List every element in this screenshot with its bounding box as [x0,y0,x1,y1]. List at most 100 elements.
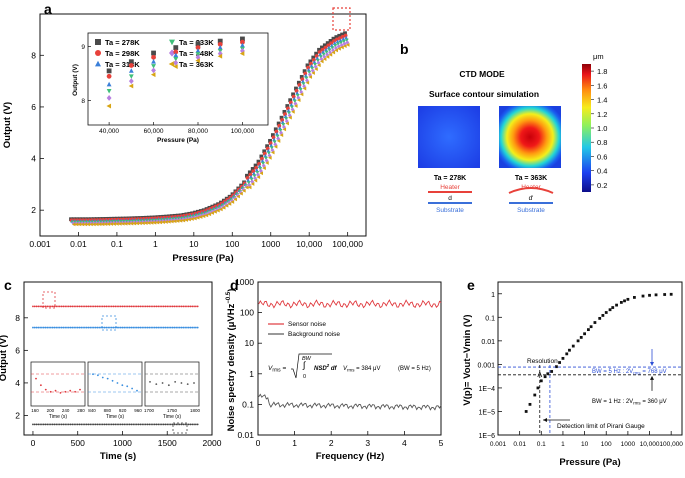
e-ytick-label: 0.1 [485,315,495,322]
c-point [39,326,42,329]
eq-result-value: = 384 μV [355,366,381,372]
vrms-equation: Vrms = BW ∫ 0 NSD2 df Vrms = 384 μV (BW … [268,353,431,380]
eq-vrms: V [268,365,273,372]
inset-point [151,64,156,69]
c-point [46,305,49,308]
d-ytick-label: 1000 [235,277,254,287]
a-point [120,221,125,226]
c-point [49,423,52,426]
a-point [295,91,300,95]
zoom-box-blue [101,315,117,331]
a-point [324,47,328,52]
svg-text:BW = 1 Hz : 2Vrms = 360 μV: BW = 1 Hz : 2Vrms = 360 μV [592,399,667,406]
a-point [167,219,171,224]
a-point [219,207,223,212]
c-point [73,326,76,329]
c-point [32,326,34,329]
c-point [112,326,115,329]
c-point [116,305,119,308]
a-point [83,221,87,226]
a-point [339,41,343,45]
c-xtick-label: 1000 [113,438,132,448]
e-point [611,306,615,309]
c-inset-point [44,388,47,391]
c-inset-point [74,390,77,393]
svg-text:BW = 5 Hz : 2Vrms = 768 μV: BW = 5 Hz : 2Vrms = 768 μV [592,369,667,376]
a-point [314,54,319,58]
panel-d-ylabel: Noise spectry density (μVHz−0.5) [226,289,237,432]
c-point [53,326,56,329]
c-inset-point [126,385,129,388]
c-point [107,423,110,426]
c-point [148,305,151,308]
c-inset-point [92,373,94,376]
inset-point [173,52,179,58]
c-point [159,326,161,329]
a-point [100,222,105,227]
inset-point [106,88,112,94]
c-point [51,326,54,329]
legend-label: Ta = 363K [179,60,214,69]
e-point [663,293,667,296]
c-point [76,305,79,308]
a-xtick-label: 10,000 [296,239,322,249]
a-point [109,222,114,226]
a-point [336,42,341,47]
c-point [96,326,99,329]
c-point [37,423,40,426]
c-point [41,326,43,329]
eq-bw-note: (BW = 5 Hz) [398,366,431,372]
c-point [153,305,156,308]
a-point [262,151,267,156]
inset-ticks: 40,000 60,000 80,000 100,000 8 9 [81,44,254,135]
bw5-value: = 768 μV [641,369,667,375]
resolution-arrowhead [537,371,543,378]
inset-marks [106,36,245,109]
c-point [89,423,92,426]
a-point [169,219,174,224]
c-point [150,326,153,329]
panel-c-xlabel: Time (s) [100,451,136,462]
a-point [297,83,302,87]
c-point [66,305,68,308]
c-point [162,305,165,308]
c-point [135,305,138,308]
panel-e-marks [524,292,673,413]
c-point [117,423,120,426]
c-point [112,423,115,426]
c-inset-point [59,392,62,394]
c-point [80,423,83,426]
a-point [330,46,335,50]
panel-c: c 0 500 1000 1500 2000 2 4 6 8 160 200 240 280 Time … [0,277,222,462]
c-point [109,326,111,329]
a-point [283,114,288,119]
c-point [51,305,54,308]
e-point [589,325,593,329]
a-point [343,44,347,49]
a-point [294,88,299,93]
c-point [78,326,81,329]
c-point [135,423,138,426]
c-point [137,305,140,308]
inset-xtick-label: 60,000 [144,128,164,135]
inset-point [195,45,201,51]
bw5-label: BW = 5 Hz : 2V [592,369,633,375]
c-point [69,423,72,426]
c-point [184,423,187,426]
d-xtick-label: 3 [365,438,370,448]
c-point [112,305,115,308]
a-point [201,214,206,219]
a-point [295,93,300,98]
e-point [579,336,583,339]
c-point [80,305,83,308]
gap-label-left: d [448,195,452,202]
panel-a: a 0.001 0.01 0.1 1 10 100 1000 10,000 100,000 2 4 6… [2,1,367,264]
c-point [155,305,158,308]
c-point [46,326,49,329]
e-point [565,352,569,356]
c-point [146,305,149,308]
inset-point [151,67,156,74]
a-point [303,71,308,76]
inset-point [217,50,223,57]
c-point [177,326,179,329]
